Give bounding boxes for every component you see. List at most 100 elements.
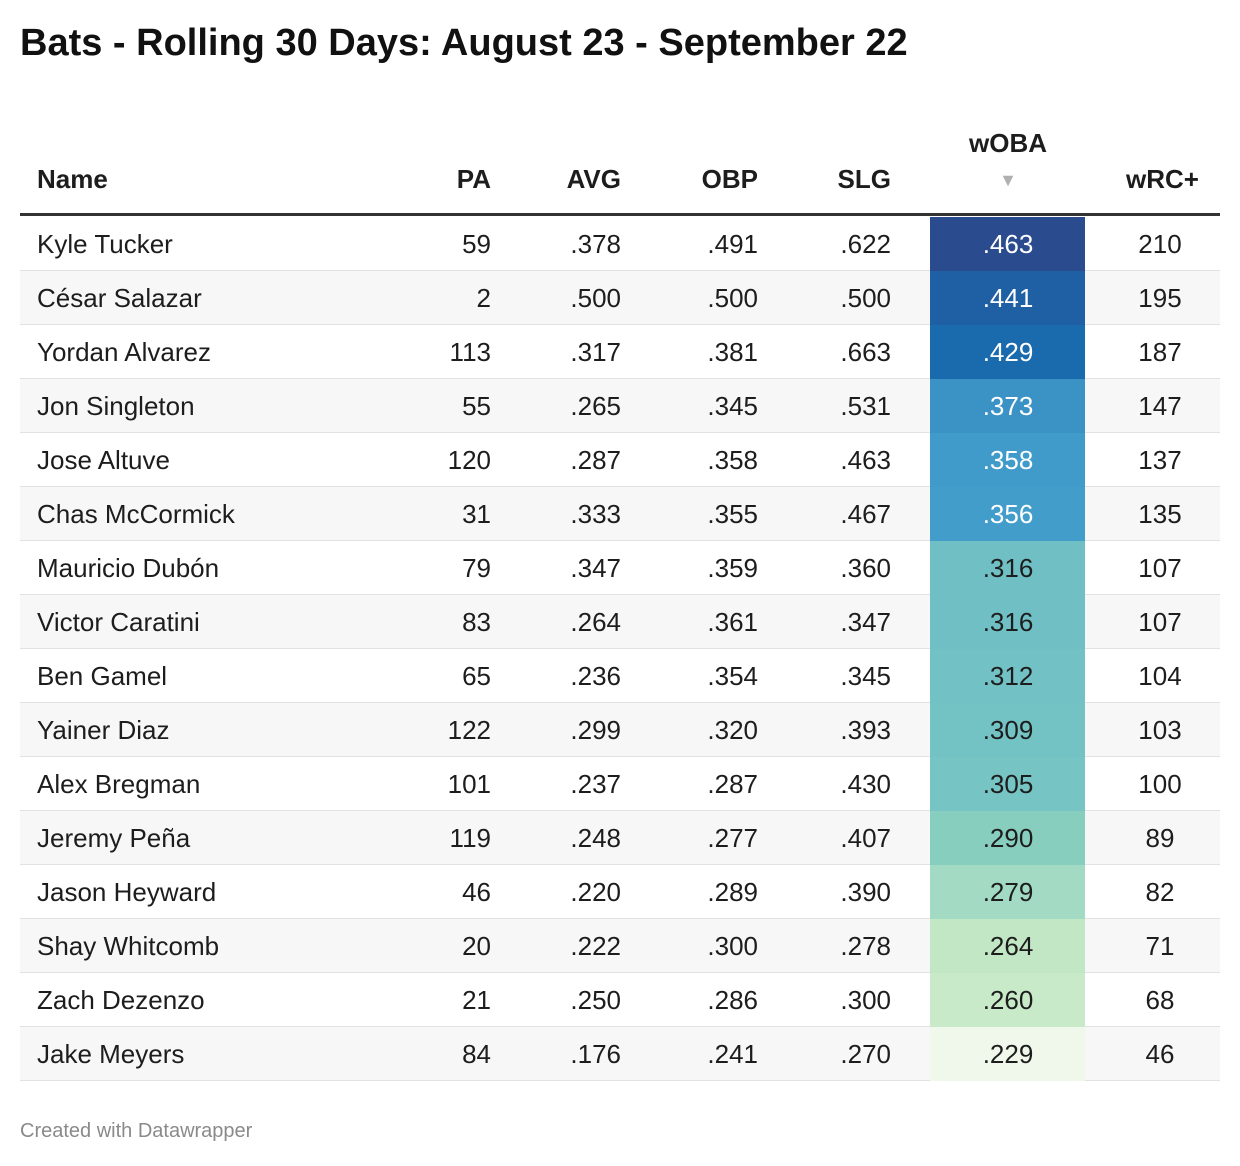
stat-cell: 187 [1138,337,1182,367]
woba-highlight [930,811,1085,865]
stat-cell: 147 [1138,391,1182,421]
stat-cell: 79 [462,553,491,583]
stat-cell: .290 [982,823,1034,853]
stat-cell: 83 [462,607,491,637]
player-name: Mauricio Dubón [37,553,220,583]
stat-cell: .289 [707,877,758,907]
player-name: Chas McCormick [37,499,235,529]
stat-cell: .622 [840,229,891,259]
table-row: Kyle Tucker 59 .378 .491 .622 .463 210 [20,217,1220,271]
stat-cell: .264 [982,931,1034,961]
stat-cell: 2 [476,283,491,313]
stat-cell: 120 [447,445,491,475]
table-row: Mauricio Dubón 79 .347 .359 .360 .316 107 [20,541,1220,595]
stat-cell: .250 [570,985,621,1015]
stat-cell: 100 [1138,769,1182,799]
stat-cell: .441 [982,283,1034,313]
stat-cell: .500 [570,283,621,313]
stat-cell: .316 [982,553,1034,583]
stat-cell: .317 [570,337,621,367]
table-row: Chas McCormick 31 .333 .355 .467 .356 135 [20,487,1220,541]
woba-highlight [930,919,1085,973]
player-name: Yainer Diaz [37,715,170,745]
stat-cell: .663 [840,337,891,367]
stat-cell: .390 [840,877,891,907]
stat-cell: .229 [982,1039,1034,1069]
stat-cell: .333 [570,499,621,529]
stat-cell: 46 [462,877,491,907]
table-row: Alex Bregman 101 .237 .287 .430 .305 100 [20,757,1220,811]
player-name: Yordan Alvarez [37,337,211,367]
stat-cell: .429 [982,337,1034,367]
stat-cell: .286 [707,985,758,1015]
table-row: Jake Meyers 84 .176 .241 .270 .229 46 [20,1027,1220,1081]
player-name: César Salazar [37,283,202,313]
stat-cell: 119 [449,823,491,853]
column-header: PA [456,164,491,194]
stat-cell: 137 [1138,445,1182,475]
woba-highlight [930,595,1085,649]
stat-cell: 59 [462,229,491,259]
player-name: Jose Altuve [37,445,170,475]
stat-cell: .278 [840,931,891,961]
woba-highlight [930,433,1085,487]
stat-cell: .265 [570,391,621,421]
stat-cell: 68 [1145,985,1175,1015]
woba-highlight [930,757,1085,811]
stat-cell: .347 [570,553,621,583]
woba-highlight [930,487,1085,541]
column-header: wOBA [969,128,1047,158]
woba-highlight [930,1027,1085,1081]
stat-cell: 65 [462,661,491,691]
stat-cell: .241 [707,1039,758,1069]
stat-cell: .359 [707,553,758,583]
stat-cell: 107 [1138,607,1182,637]
stat-cell: .287 [570,445,621,475]
stat-cell: .312 [982,661,1034,691]
stat-cell: .378 [570,229,621,259]
stat-cell: 135 [1138,499,1182,529]
stat-cell: .500 [707,283,758,313]
stat-cell: .277 [707,823,758,853]
woba-highlight [930,703,1085,757]
stat-cell: .236 [570,661,621,691]
header-rule [20,213,1220,216]
stat-cell: .248 [570,823,621,853]
player-name: Jeremy Peña [37,823,191,853]
stat-cell: .373 [982,391,1034,421]
player-name: Jake Meyers [37,1039,185,1069]
stat-cell: 71 [1145,931,1175,961]
stat-cell: .287 [707,769,758,799]
title: Bats - Rolling 30 Days: August 23 - Sept… [20,22,908,64]
stat-cell: .358 [707,445,758,475]
stat-cell: .309 [982,715,1034,745]
stat-cell: .345 [840,661,891,691]
stat-cell: .300 [840,985,891,1015]
stat-cell: .260 [982,985,1034,1015]
stat-cell: 113 [449,337,491,367]
woba-highlight [930,649,1085,703]
stat-cell: .320 [707,715,758,745]
stat-cell: 84 [462,1039,491,1069]
stat-cell: .220 [570,877,621,907]
woba-highlight [930,379,1085,433]
column-header: SLG [837,164,891,194]
stat-cell: 210 [1138,229,1182,259]
table-row: Zach Dezenzo 21 .250 .286 .300 .260 68 [20,973,1220,1027]
stat-cell: .531 [840,391,891,421]
stat-cell: 104 [1138,661,1182,691]
stat-cell: 101 [447,769,491,799]
stat-cell: .356 [982,499,1034,529]
table-row: Jason Heyward 46 .220 .289 .390 .279 82 [20,865,1220,919]
stat-cell: .463 [840,445,891,475]
stat-cell: .270 [840,1039,891,1069]
table-row: Victor Caratini 83 .264 .361 .347 .316 107 [20,595,1220,649]
woba-highlight [930,271,1085,325]
footer: Created with Datawrapper [20,1120,253,1142]
stat-cell: .361 [707,607,758,637]
stat-cell: .381 [707,337,758,367]
stat-cell: .354 [707,661,758,691]
stat-cell: .500 [840,283,891,313]
table-row: Jose Altuve 120 .287 .358 .463 .358 137 [20,433,1220,487]
stat-cell: .345 [707,391,758,421]
